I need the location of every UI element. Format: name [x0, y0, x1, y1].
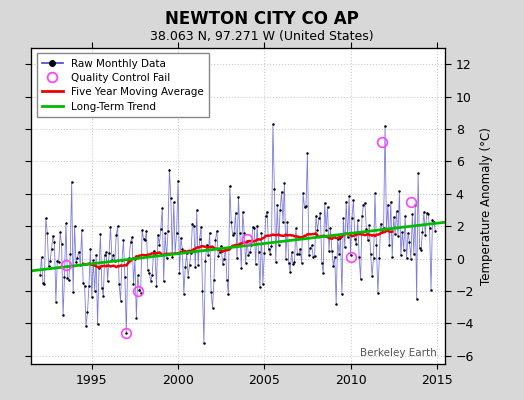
Text: NEWTON CITY CO AP: NEWTON CITY CO AP	[165, 10, 359, 28]
Legend: Raw Monthly Data, Quality Control Fail, Five Year Moving Average, Long-Term Tren: Raw Monthly Data, Quality Control Fail, …	[37, 53, 209, 117]
Y-axis label: Temperature Anomaly (°C): Temperature Anomaly (°C)	[480, 127, 493, 285]
Text: 38.063 N, 97.271 W (United States): 38.063 N, 97.271 W (United States)	[150, 30, 374, 43]
Text: Berkeley Earth: Berkeley Earth	[361, 348, 437, 358]
